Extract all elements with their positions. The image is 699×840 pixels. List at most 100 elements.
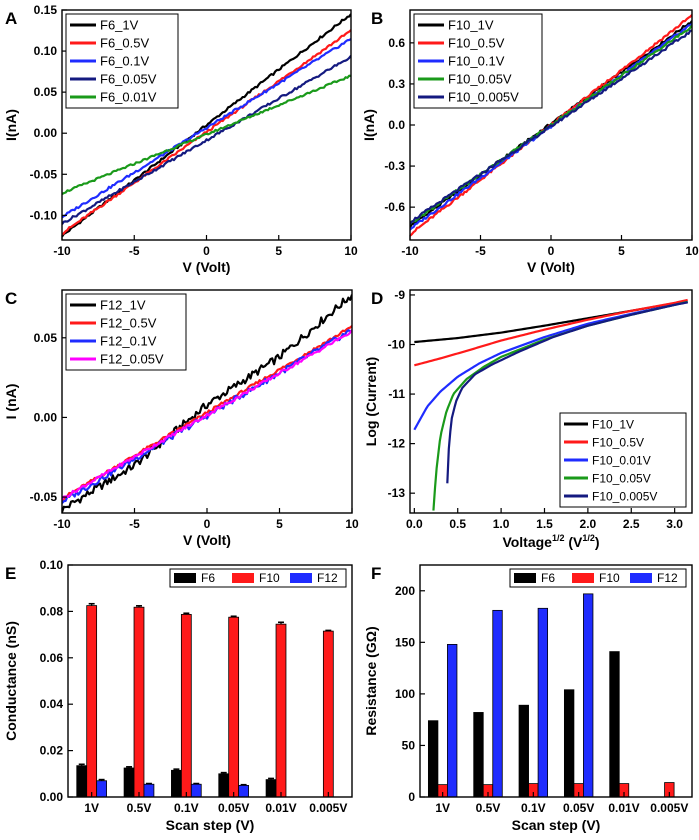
series-line-F10_0.005V [446, 301, 688, 484]
series-group-B [410, 14, 692, 237]
legend-label-F12: F12 [657, 571, 678, 585]
legend-label-F10_0.01V: F10_0.01V [592, 453, 651, 467]
y-tick-label: 0.3 [388, 77, 405, 91]
bar-F12-0.5V [143, 783, 155, 798]
legend-swatch-F10 [572, 573, 594, 583]
y-tick-label: -11 [388, 387, 405, 401]
legend-label-F6: F6 [201, 571, 215, 585]
x-tick-label: -10 [53, 244, 71, 258]
y-tick-label: -13 [388, 486, 406, 500]
x-axis-label: Scan step (V) [166, 817, 255, 833]
legend-label-F6_1V: F6_1V [100, 18, 139, 33]
legend-label-F6_0.01V: F6_0.01V [100, 90, 157, 105]
y-tick-label: 0 [408, 790, 415, 804]
plot-frame-F [419, 564, 693, 798]
y-axis-label: I(nA) [361, 109, 377, 141]
legend-label-F10_1V: F10_1V [592, 417, 634, 431]
bar-F10-0.01V [275, 623, 287, 798]
legend-label-F10_0.05V: F10_0.05V [448, 72, 512, 87]
legend-swatch-F12 [630, 573, 652, 583]
bar-F12-1V [447, 644, 458, 798]
legend-label-F10_1V: F10_1V [448, 18, 494, 33]
x-tick-label: -5 [475, 244, 486, 258]
x-axis-label: Voltage1/2 (V1/2) [502, 533, 599, 550]
x-tick-label: 10 [345, 517, 359, 531]
bar-F12-0.05V [238, 785, 249, 798]
x-tick-label: 0.005V [650, 801, 688, 815]
x-tick-label: 5 [276, 517, 283, 531]
legend-label-F10_0.5V: F10_0.5V [448, 36, 505, 51]
panel-label-B: B [371, 9, 383, 28]
legend-label-F10_0.005V: F10_0.005V [448, 90, 519, 105]
bar-F6-0.1V [518, 704, 529, 798]
y-tick-label: 0.10 [40, 558, 64, 572]
panel-F: F 1V 0.5V 0.1V 0.05V 0.01V 0.005V 0 50 100 150 200 F… [363, 564, 693, 833]
y-tick-label: 50 [402, 738, 416, 752]
legend-swatch-F6 [174, 573, 196, 583]
y-tick-label: 0.6 [388, 36, 405, 50]
x-tick-label: 0.05V [563, 801, 594, 815]
x-tick-label: 5 [618, 244, 625, 258]
legend-label-F6_0.5V: F6_0.5V [100, 36, 149, 51]
series-line-F10_0.5V [414, 298, 688, 367]
x-tick-label: 10 [685, 244, 699, 258]
bar-F10-1V [86, 605, 98, 798]
bar-F10-0.5V [133, 606, 145, 798]
bar-F6-0.05V [218, 773, 230, 798]
y-axis-label: Conductance (nS) [3, 621, 19, 741]
bar-F6-0.5V [123, 767, 135, 798]
bar-F6-0.1V [171, 769, 182, 798]
x-tick-label: 0.01V [608, 801, 639, 815]
x-tick-label: 2.0 [580, 517, 597, 531]
plot-frame-E [67, 564, 353, 798]
x-tick-label: -5 [129, 517, 140, 531]
x-tick-label: 3.0 [666, 517, 683, 531]
x-tick-label: 1.5 [536, 517, 553, 531]
x-tick-label: 0.0 [406, 517, 423, 531]
y-tick-label: 0.06 [40, 651, 64, 665]
series-line-F6_0.1V [62, 38, 351, 219]
legend-label-F12: F12 [317, 571, 338, 585]
x-tick-label: 0 [203, 244, 210, 258]
x-axis-label: Scan step (V) [512, 817, 601, 833]
panel-label-E: E [5, 564, 16, 583]
series-line-F6_0.01V [62, 74, 351, 196]
series-line-F10_0.01V [413, 300, 688, 431]
y-tick-label: -0.6 [384, 200, 405, 214]
bar-F12-1V [96, 780, 107, 798]
legend-label-F6_0.1V: F6_0.1V [100, 54, 149, 69]
x-tick-label: 0.5 [449, 517, 466, 531]
x-tick-label: 0.01V [265, 801, 296, 815]
y-tick-label: 0.05 [34, 331, 58, 345]
x-axis-label: V (Volt) [527, 259, 575, 275]
legend-label-F10_0.5V: F10_0.5V [592, 435, 644, 449]
series-group-A [62, 13, 351, 238]
y-axis-label: I(nA) [3, 109, 19, 141]
y-tick-label: 0.08 [40, 604, 64, 618]
bar-F6-0.05V [563, 689, 575, 798]
x-tick-label: 1V [435, 801, 450, 815]
panel-A: A -10 -5 0 5 10 -0.10 -0.05 0.00 0.05 0.10 0.15 V (V… [3, 3, 358, 275]
x-tick-label: 0 [204, 517, 211, 531]
legend-label-F12_1V: F12_1V [100, 298, 146, 313]
bar-F6-0.01V [609, 651, 620, 798]
legend-label-F12_0.5V: F12_0.5V [100, 316, 157, 331]
y-tick-label: -0.3 [384, 159, 405, 173]
series-group-D [413, 298, 688, 511]
legend-label-F10_0.005V: F10_0.005V [592, 489, 657, 503]
x-tick-label: 0 [548, 244, 555, 258]
series-line-F12_1V [62, 294, 352, 513]
y-tick-label: 0.00 [34, 410, 58, 424]
bar-F12-0.5V [492, 609, 503, 798]
y-axis-label: I (nA) [3, 384, 19, 420]
panel-D: D 0.0 0.5 1.0 1.5 2.0 2.5 3.0 -13 -12 -11 -10 -9 Volt… [363, 288, 693, 550]
bar-F6-1V [76, 765, 88, 798]
x-tick-label: 0.005V [309, 801, 347, 815]
panel-label-F: F [371, 564, 381, 583]
y-tick-label: 0.05 [34, 85, 58, 99]
legend-label-F10: F10 [259, 571, 280, 585]
x-tick-label: 10 [344, 244, 358, 258]
x-tick-label: 0.1V [521, 801, 546, 815]
legend-label-F6_0.05V: F6_0.05V [100, 72, 157, 87]
y-tick-label: -12 [388, 437, 406, 451]
